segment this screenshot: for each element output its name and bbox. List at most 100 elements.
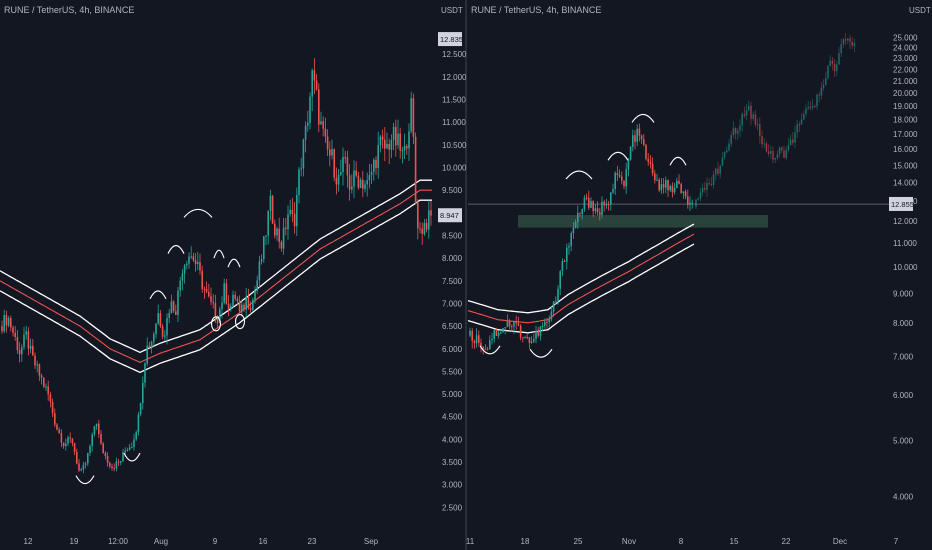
candle-body[interactable] [412, 98, 415, 137]
candle-body[interactable] [280, 241, 283, 249]
candle-body[interactable] [32, 345, 34, 356]
candle-body[interactable] [106, 456, 109, 463]
candle-body[interactable] [568, 246, 570, 248]
candle-body[interactable] [552, 301, 555, 312]
candle-body[interactable] [76, 451, 78, 464]
candle-body[interactable] [256, 280, 258, 291]
candle-body[interactable] [137, 414, 140, 433]
candle-body[interactable] [21, 347, 23, 355]
candle-body[interactable] [170, 301, 173, 314]
annotation-ellipse[interactable] [210, 316, 222, 332]
candle-body[interactable] [632, 135, 634, 147]
candle-body[interactable] [618, 175, 621, 177]
candle-body[interactable] [754, 114, 757, 125]
candle-body[interactable] [732, 128, 735, 135]
candle-body[interactable] [146, 345, 148, 364]
candle-body[interactable] [102, 443, 104, 453]
candle-body[interactable] [236, 298, 239, 302]
candle-body[interactable] [559, 271, 561, 289]
candle-body[interactable] [293, 213, 296, 227]
candle-body[interactable] [544, 321, 546, 326]
candle-body[interactable] [425, 223, 428, 230]
candle-body[interactable] [58, 429, 60, 434]
candle-body[interactable] [265, 235, 267, 237]
candle-body[interactable] [667, 179, 669, 191]
candle-body[interactable] [408, 131, 410, 149]
candle-body[interactable] [723, 152, 726, 158]
candle-body[interactable] [665, 179, 667, 188]
candle-body[interactable] [144, 363, 146, 383]
candle-body[interactable] [517, 323, 520, 326]
candle-body[interactable] [3, 315, 5, 332]
candle-body[interactable] [851, 41, 853, 46]
candle-body[interactable] [276, 228, 278, 236]
ma-line-middle[interactable] [467, 233, 695, 324]
candle-body[interactable] [322, 121, 324, 129]
candle-body[interactable] [27, 331, 30, 349]
candle-body[interactable] [333, 149, 335, 178]
candle-body[interactable] [384, 139, 386, 149]
candle-body[interactable] [159, 313, 162, 327]
annotation-arc[interactable] [631, 113, 655, 123]
candle-body[interactable] [260, 259, 263, 262]
candle-body[interactable] [831, 60, 834, 64]
candle-body[interactable] [684, 191, 687, 197]
annotation-arc[interactable] [607, 151, 629, 161]
candle-body[interactable] [410, 98, 412, 132]
candle-body[interactable] [315, 80, 318, 90]
candle-body[interactable] [585, 197, 588, 199]
candle-body[interactable] [298, 169, 300, 196]
annotation-arc[interactable] [669, 156, 687, 166]
candle-body[interactable] [190, 256, 192, 258]
candle-body[interactable] [697, 198, 699, 201]
candle-body[interactable] [428, 210, 430, 230]
candle-body[interactable] [838, 53, 840, 65]
candle-body[interactable] [307, 122, 309, 126]
annotation-arc[interactable] [565, 170, 593, 180]
candle-body[interactable] [772, 151, 774, 160]
candle-body[interactable] [271, 195, 274, 224]
candle-body[interactable] [78, 463, 80, 471]
candle-body[interactable] [122, 452, 124, 461]
candle-body[interactable] [638, 128, 641, 136]
candle-body[interactable] [214, 303, 217, 319]
candle-body[interactable] [56, 424, 58, 430]
candle-body[interactable] [524, 336, 526, 338]
candle-body[interactable] [205, 289, 208, 292]
candle-body[interactable] [776, 154, 779, 158]
candle-body[interactable] [329, 149, 331, 156]
candle-body[interactable] [390, 139, 393, 150]
candle-body[interactable] [150, 341, 153, 348]
candle-body[interactable] [734, 128, 737, 134]
candle-body[interactable] [166, 317, 168, 336]
candle-body[interactable] [844, 39, 847, 41]
candle-body[interactable] [254, 290, 256, 300]
candle-body[interactable] [827, 66, 829, 79]
candle-body[interactable] [43, 377, 45, 387]
candle-body[interactable] [656, 179, 658, 181]
candle-body[interactable] [756, 124, 759, 126]
candle-body[interactable] [258, 261, 261, 281]
candle-body[interactable] [594, 208, 597, 212]
candle-body[interactable] [10, 317, 12, 328]
candle-body[interactable] [249, 307, 252, 310]
candle-body[interactable] [649, 161, 652, 164]
candle-body[interactable] [535, 330, 537, 339]
candle-body[interactable] [533, 338, 535, 342]
candle-body[interactable] [287, 214, 289, 230]
annotation-ellipse[interactable] [234, 314, 246, 330]
candle-body[interactable] [282, 227, 285, 249]
candle-body[interactable] [550, 311, 553, 320]
candle-body[interactable] [337, 174, 340, 185]
candle-body[interactable] [69, 437, 71, 439]
candle-body[interactable] [789, 139, 792, 146]
support-zone[interactable] [518, 215, 768, 228]
candle-body[interactable] [614, 172, 616, 190]
candle-body[interactable] [223, 283, 225, 303]
candle-body[interactable] [71, 438, 74, 444]
candle-body[interactable] [351, 186, 353, 190]
candle-body[interactable] [324, 128, 327, 137]
candle-body[interactable] [658, 179, 660, 191]
